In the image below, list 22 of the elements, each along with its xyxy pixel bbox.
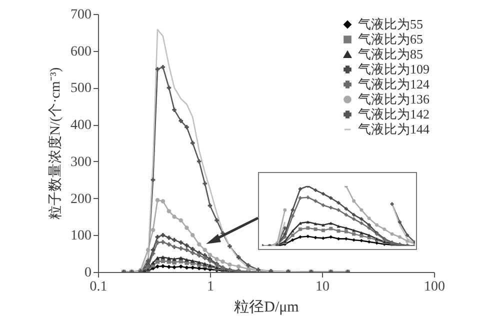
x-tick-label: 10 (316, 280, 330, 294)
legend-label: 气液比为55 (358, 16, 423, 32)
y-tick-label: 200 (70, 192, 92, 207)
legend-label: 气液比为136 (358, 92, 430, 106)
legend-label: 气液比为124 (358, 76, 430, 92)
y-tick-label: 700 (70, 8, 92, 22)
y-tick-label: 400 (70, 118, 92, 134)
legend-label: 气液比为85 (358, 46, 423, 62)
x-axis-title: 粒径D/μm (234, 300, 300, 316)
legend-label: 气液比为142 (358, 106, 430, 122)
x-tick-label: 1 (207, 280, 214, 294)
x-tick-label: 0.1 (90, 280, 108, 294)
legend-label: 气液比为109 (358, 62, 430, 76)
x-tick-label: 100 (424, 280, 445, 294)
y-tick-label: 300 (70, 154, 92, 170)
y-tick-label: 500 (70, 81, 92, 96)
y-axis-title: 粒子数量浓度N/(个·cm⁻³) (48, 67, 64, 220)
legend-label: 气液比为144 (358, 122, 430, 136)
y-tick-label: 600 (70, 44, 92, 60)
y-tick-label: 0 (84, 266, 92, 280)
y-tick-label: 100 (70, 228, 92, 244)
legend-label: 气液比为65 (358, 32, 423, 46)
